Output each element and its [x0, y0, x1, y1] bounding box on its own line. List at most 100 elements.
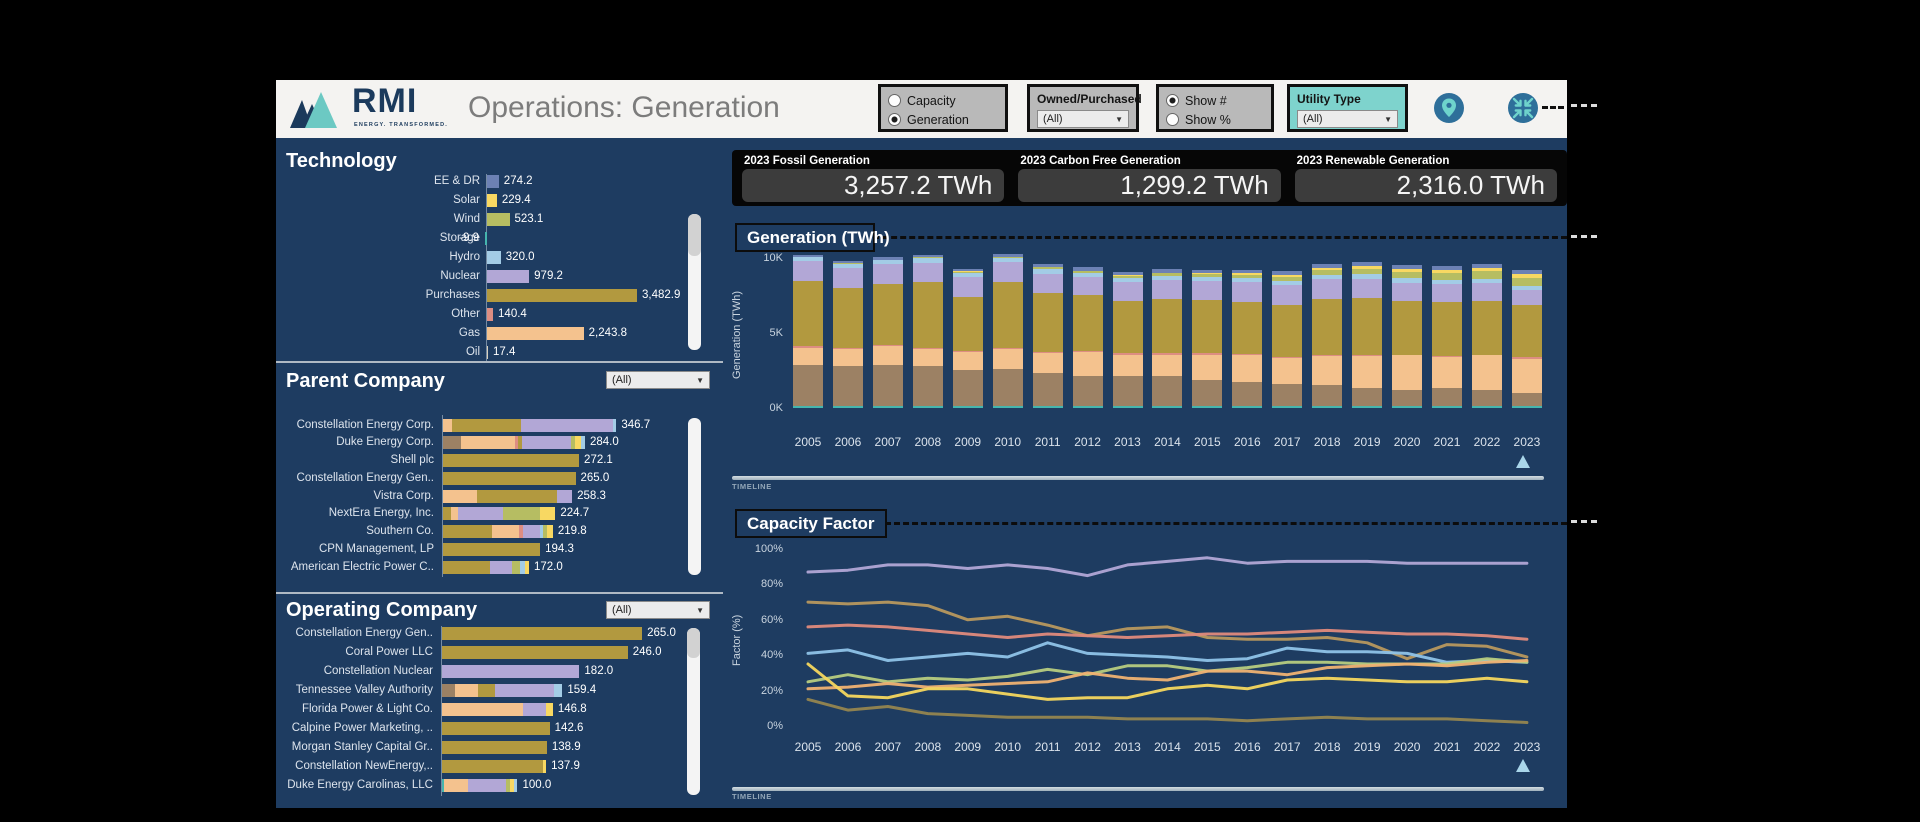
generation-bar-2022[interactable]: [1471, 263, 1502, 408]
operating-company-row-coral-power-llc[interactable]: Coral Power LLC 246.0: [276, 646, 723, 659]
technology-row-other[interactable]: Other 140.4: [276, 308, 723, 321]
technology-bar[interactable]: [487, 251, 501, 264]
operating-company-row-constellation-newenergy[interactable]: Constellation NewEnergy,.. 137.9: [276, 760, 723, 773]
technology-row-purchases[interactable]: Purchases 3,482.9: [276, 289, 723, 302]
generation-bar-2014[interactable]: [1152, 269, 1183, 408]
radio-capacity[interactable]: Capacity: [888, 92, 998, 109]
scrollbar-thumb[interactable]: [687, 628, 700, 658]
capacity-factor-timeline-slider[interactable]: [732, 787, 1544, 791]
generation-timeline-marker[interactable]: [1516, 455, 1530, 468]
generation-bar-2007[interactable]: [872, 257, 903, 408]
parent-company-row-constellation-energy-gen[interactable]: Constellation Energy Gen.. 265.0: [276, 471, 723, 485]
owned-purchased-select[interactable]: (All) ▼: [1037, 110, 1129, 128]
parent-company-row-vistra-corp[interactable]: Vistra Corp. 258.3: [276, 489, 723, 503]
parent-company-bar[interactable]: [443, 418, 617, 432]
operating-company-bar[interactable]: [442, 760, 547, 773]
operating-company-row-morgan-stanley-capital-gr[interactable]: Morgan Stanley Capital Gr.. 138.9: [276, 741, 723, 754]
radio-show-number-icon[interactable]: [1166, 94, 1179, 107]
radio-generation[interactable]: Generation: [888, 111, 998, 128]
operating-company-bar[interactable]: [442, 741, 547, 754]
operating-company-row-duke-energy-carolinas-llc[interactable]: Duke Energy Carolinas, LLC 100.0: [276, 779, 723, 792]
operating-company-row-tennessee-valley-authority[interactable]: Tennessee Valley Authority 159.4: [276, 684, 723, 697]
operating-company-row-calpine-power-marketing[interactable]: Calpine Power Marketing, .. 142.6: [276, 722, 723, 735]
technology-bar[interactable]: [487, 289, 637, 302]
generation-bar-2013[interactable]: [1112, 271, 1143, 408]
generation-bar-2021[interactable]: [1432, 266, 1463, 408]
location-pin-button[interactable]: [1434, 93, 1464, 123]
operating-company-row-florida-power-light-co[interactable]: Florida Power & Light Co. 146.8: [276, 703, 723, 716]
generation-bar-2009[interactable]: [952, 268, 983, 408]
operating-company-filter-select[interactable]: (All) ▼: [606, 601, 710, 619]
parent-company-row-constellation-energy-corp[interactable]: Constellation Energy Corp. 346.7: [276, 418, 723, 432]
technology-row-solar[interactable]: Solar 229.4: [276, 194, 723, 207]
parent-company-filter-select[interactable]: (All) ▼: [606, 371, 710, 389]
utility-type-select[interactable]: (All) ▼: [1297, 110, 1398, 128]
technology-row-ee-dr[interactable]: EE & DR 274.2: [276, 175, 723, 188]
operating-company-bar[interactable]: [442, 646, 628, 659]
operating-company-bar[interactable]: [442, 684, 563, 697]
generation-timeline-slider[interactable]: [732, 476, 1544, 480]
radio-generation-icon[interactable]: [888, 113, 901, 126]
capacity-factor-line-gas[interactable]: [806, 659, 1529, 691]
parent-company-row-southern-co[interactable]: Southern Co. 219.8: [276, 525, 723, 538]
technology-bar[interactable]: [487, 308, 494, 321]
capacity-factor-line-solar[interactable]: [806, 662, 1529, 701]
technology-bar[interactable]: [485, 232, 487, 245]
technology-bar[interactable]: [487, 213, 510, 226]
radio-show-percent-icon[interactable]: [1166, 113, 1179, 126]
parent-company-bar[interactable]: [443, 525, 553, 538]
operating-company-scrollbar[interactable]: [687, 628, 700, 795]
parent-company-bar[interactable]: [443, 436, 585, 450]
radio-show-number[interactable]: Show #: [1166, 92, 1264, 109]
operating-company-bar[interactable]: [442, 779, 518, 792]
generation-bar-2005[interactable]: [793, 255, 823, 408]
generation-bar-2023[interactable]: [1511, 270, 1542, 408]
parent-company-bar[interactable]: [443, 454, 580, 467]
generation-bar-2012[interactable]: [1072, 267, 1103, 408]
technology-row-gas[interactable]: Gas 2,243.8: [276, 327, 723, 340]
parent-company-bar[interactable]: [443, 507, 556, 521]
technology-row-nuclear[interactable]: Nuclear 979.2: [276, 270, 723, 283]
generation-bar-2011[interactable]: [1032, 264, 1063, 408]
technology-scrollbar[interactable]: [688, 214, 701, 350]
generation-bar-2010[interactable]: [992, 253, 1023, 408]
generation-bar-2018[interactable]: [1312, 263, 1343, 408]
capacity-factor-line-coal[interactable]: [806, 600, 1529, 661]
technology-row-oil[interactable]: Oil 17.4: [276, 346, 723, 359]
generation-bar-2016[interactable]: [1232, 269, 1263, 408]
generation-bar-2017[interactable]: [1272, 271, 1303, 408]
parent-company-row-american-electric-power-c[interactable]: American Electric Power C.. 172.0: [276, 560, 723, 574]
capacity-factor-line-other[interactable]: [806, 623, 1529, 641]
parent-company-row-shell-plc[interactable]: Shell plc 272.1: [276, 454, 723, 467]
radio-show-percent[interactable]: Show %: [1166, 111, 1264, 128]
generation-bar-2008[interactable]: [912, 254, 943, 408]
technology-bar[interactable]: [487, 175, 499, 188]
capacity-factor-line-wind[interactable]: [806, 657, 1529, 684]
technology-bar[interactable]: [487, 194, 497, 207]
technology-bar[interactable]: [487, 270, 530, 283]
parent-company-bar[interactable]: [443, 489, 573, 503]
parent-company-row-duke-energy-corp[interactable]: Duke Energy Corp. 284.0: [276, 436, 723, 450]
radio-capacity-icon[interactable]: [888, 94, 901, 107]
generation-bar-2019[interactable]: [1352, 262, 1383, 408]
capacity-factor-line-oil[interactable]: [806, 697, 1529, 724]
generation-bar-2006[interactable]: [832, 261, 863, 408]
technology-row-storage[interactable]: Storage -9.9: [276, 232, 723, 245]
parent-company-row-cpn-management-lp[interactable]: CPN Management, LP 194.3: [276, 542, 723, 556]
collapse-button[interactable]: [1508, 93, 1538, 123]
generation-bar-2015[interactable]: [1192, 269, 1223, 408]
parent-company-bar[interactable]: [443, 560, 529, 574]
parent-company-bar[interactable]: [443, 542, 541, 556]
technology-row-hydro[interactable]: Hydro 320.0: [276, 251, 723, 264]
operating-company-row-constellation-nuclear[interactable]: Constellation Nuclear 182.0: [276, 665, 723, 678]
operating-company-row-constellation-energy-gen[interactable]: Constellation Energy Gen.. 265.0: [276, 627, 723, 640]
generation-bar-2020[interactable]: [1392, 265, 1423, 408]
operating-company-bar[interactable]: [442, 665, 580, 678]
technology-bar[interactable]: [487, 327, 584, 340]
scrollbar-thumb[interactable]: [688, 214, 701, 256]
operating-company-bar[interactable]: [442, 722, 550, 735]
parent-company-scrollbar[interactable]: [688, 418, 701, 575]
technology-row-wind[interactable]: Wind 523.1: [276, 213, 723, 226]
operating-company-bar[interactable]: [442, 703, 553, 716]
capacity-factor-timeline-marker[interactable]: [1516, 759, 1530, 772]
